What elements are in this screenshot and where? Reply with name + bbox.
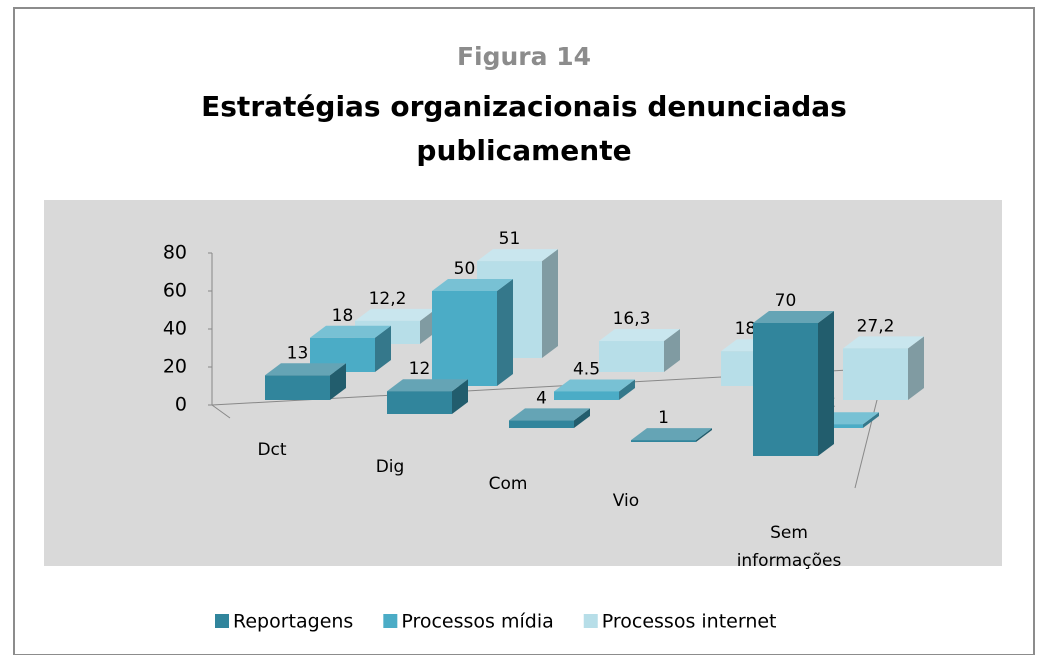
y-tick-label: 40 [163,318,187,340]
bar-front [843,348,908,400]
bar [265,363,346,400]
data-label: 12 [409,359,431,379]
y-tick-label: 0 [175,394,187,416]
y-tick-label: 80 [163,242,187,264]
bar [753,311,834,456]
bar-top [753,311,834,323]
data-label: 4 [536,388,547,408]
legend-swatch [215,614,229,628]
bar-top [843,336,924,349]
bar [631,428,712,442]
bar-side [908,336,924,400]
data-label: 27,2 [857,316,895,336]
bar-top [387,379,468,392]
bar-front [631,440,696,442]
data-label: 16,3 [613,309,651,329]
bar-side [696,428,712,442]
bar-side [497,279,513,386]
bar-top [477,249,558,262]
bar-front [753,323,818,456]
data-label: 1 [658,408,669,428]
bar [843,336,924,400]
floor-edge [211,404,231,419]
y-tick-label: 20 [163,356,187,378]
bar-top [265,363,346,376]
x-tick-label: Vio [613,491,639,511]
bar-top [631,428,712,441]
data-label: 50 [454,259,476,279]
bar-side [619,379,635,400]
x-tick-label: Com [489,474,528,494]
data-label: 51 [499,229,521,249]
bar [310,325,391,372]
bar-front [554,391,619,400]
legend-swatch [583,614,598,628]
bar [432,279,513,386]
bar-front [387,391,452,414]
bar-side [542,249,558,358]
data-label: 13 [287,343,309,363]
bar [509,408,590,428]
chart-subtitle: Estratégias organizacionais denunciadas p… [201,90,847,167]
data-label: 12,2 [369,289,407,309]
bar-side [330,363,346,400]
bar [387,379,468,414]
bar-side [863,412,879,428]
x-tick-label: Dct [257,440,286,460]
bar-top [355,308,436,321]
bar-front [432,291,497,386]
chart-title: Figura 14 [457,42,591,71]
bar [599,329,680,372]
legend-swatch [383,614,398,628]
bar-side [818,311,834,456]
bar-top [432,279,513,291]
legend-label: Processos internet [602,611,777,633]
data-label: 70 [775,291,797,311]
data-label: 4.5 [573,359,600,379]
bar-top [509,408,590,421]
bar-side [452,379,468,414]
bar-side [574,408,590,428]
bar-front [599,341,664,372]
x-tick-label: Dig [376,457,405,477]
bar-front [265,375,330,400]
x-tick-label: Sem informações [737,523,842,571]
y-tick-label: 60 [163,280,187,302]
bar-top [599,329,680,342]
legend-label: Processos mídia [401,611,553,633]
bar-top [554,379,635,392]
bar-side [375,325,391,372]
legend-label: Reportagens [233,611,353,633]
bar-top [310,325,391,338]
bar-front [509,420,574,428]
bar-side [664,329,680,372]
bar [554,379,635,400]
data-label: 18 [332,306,354,326]
